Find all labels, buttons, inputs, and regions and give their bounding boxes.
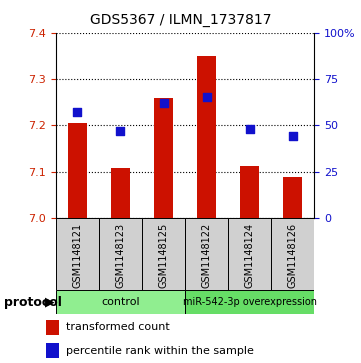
Bar [197,56,216,218]
Bar [111,168,130,218]
Text: GSM1148126: GSM1148126 [288,223,297,288]
Bar [240,166,259,218]
Bar [271,218,314,290]
Bar [56,290,185,314]
Bar [46,320,58,335]
Bar [46,343,58,358]
Point [161,100,166,106]
Bar [68,123,87,218]
Bar [99,218,142,290]
Point [75,109,81,115]
Bar [185,218,228,290]
Text: GSM1148124: GSM1148124 [244,223,255,288]
Point [204,95,209,101]
Point [290,134,295,139]
Text: GSM1148123: GSM1148123 [116,223,126,288]
Bar [154,98,173,218]
Text: ▶: ▶ [45,296,55,309]
Bar [185,290,314,314]
Bar [283,177,302,218]
Text: GSM1148125: GSM1148125 [158,223,169,288]
Bar [142,218,185,290]
Bar [228,218,271,290]
Text: GDS5367 / ILMN_1737817: GDS5367 / ILMN_1737817 [90,13,271,27]
Text: control: control [101,297,140,307]
Text: miR-542-3p overexpression: miR-542-3p overexpression [183,297,317,307]
Bar [56,218,99,290]
Text: GSM1148122: GSM1148122 [201,223,212,288]
Text: percentile rank within the sample: percentile rank within the sample [66,346,253,356]
Text: GSM1148121: GSM1148121 [73,223,82,288]
Text: transformed count: transformed count [66,322,169,332]
Text: protocol: protocol [4,296,61,309]
Point [118,128,123,134]
Point [247,126,252,132]
